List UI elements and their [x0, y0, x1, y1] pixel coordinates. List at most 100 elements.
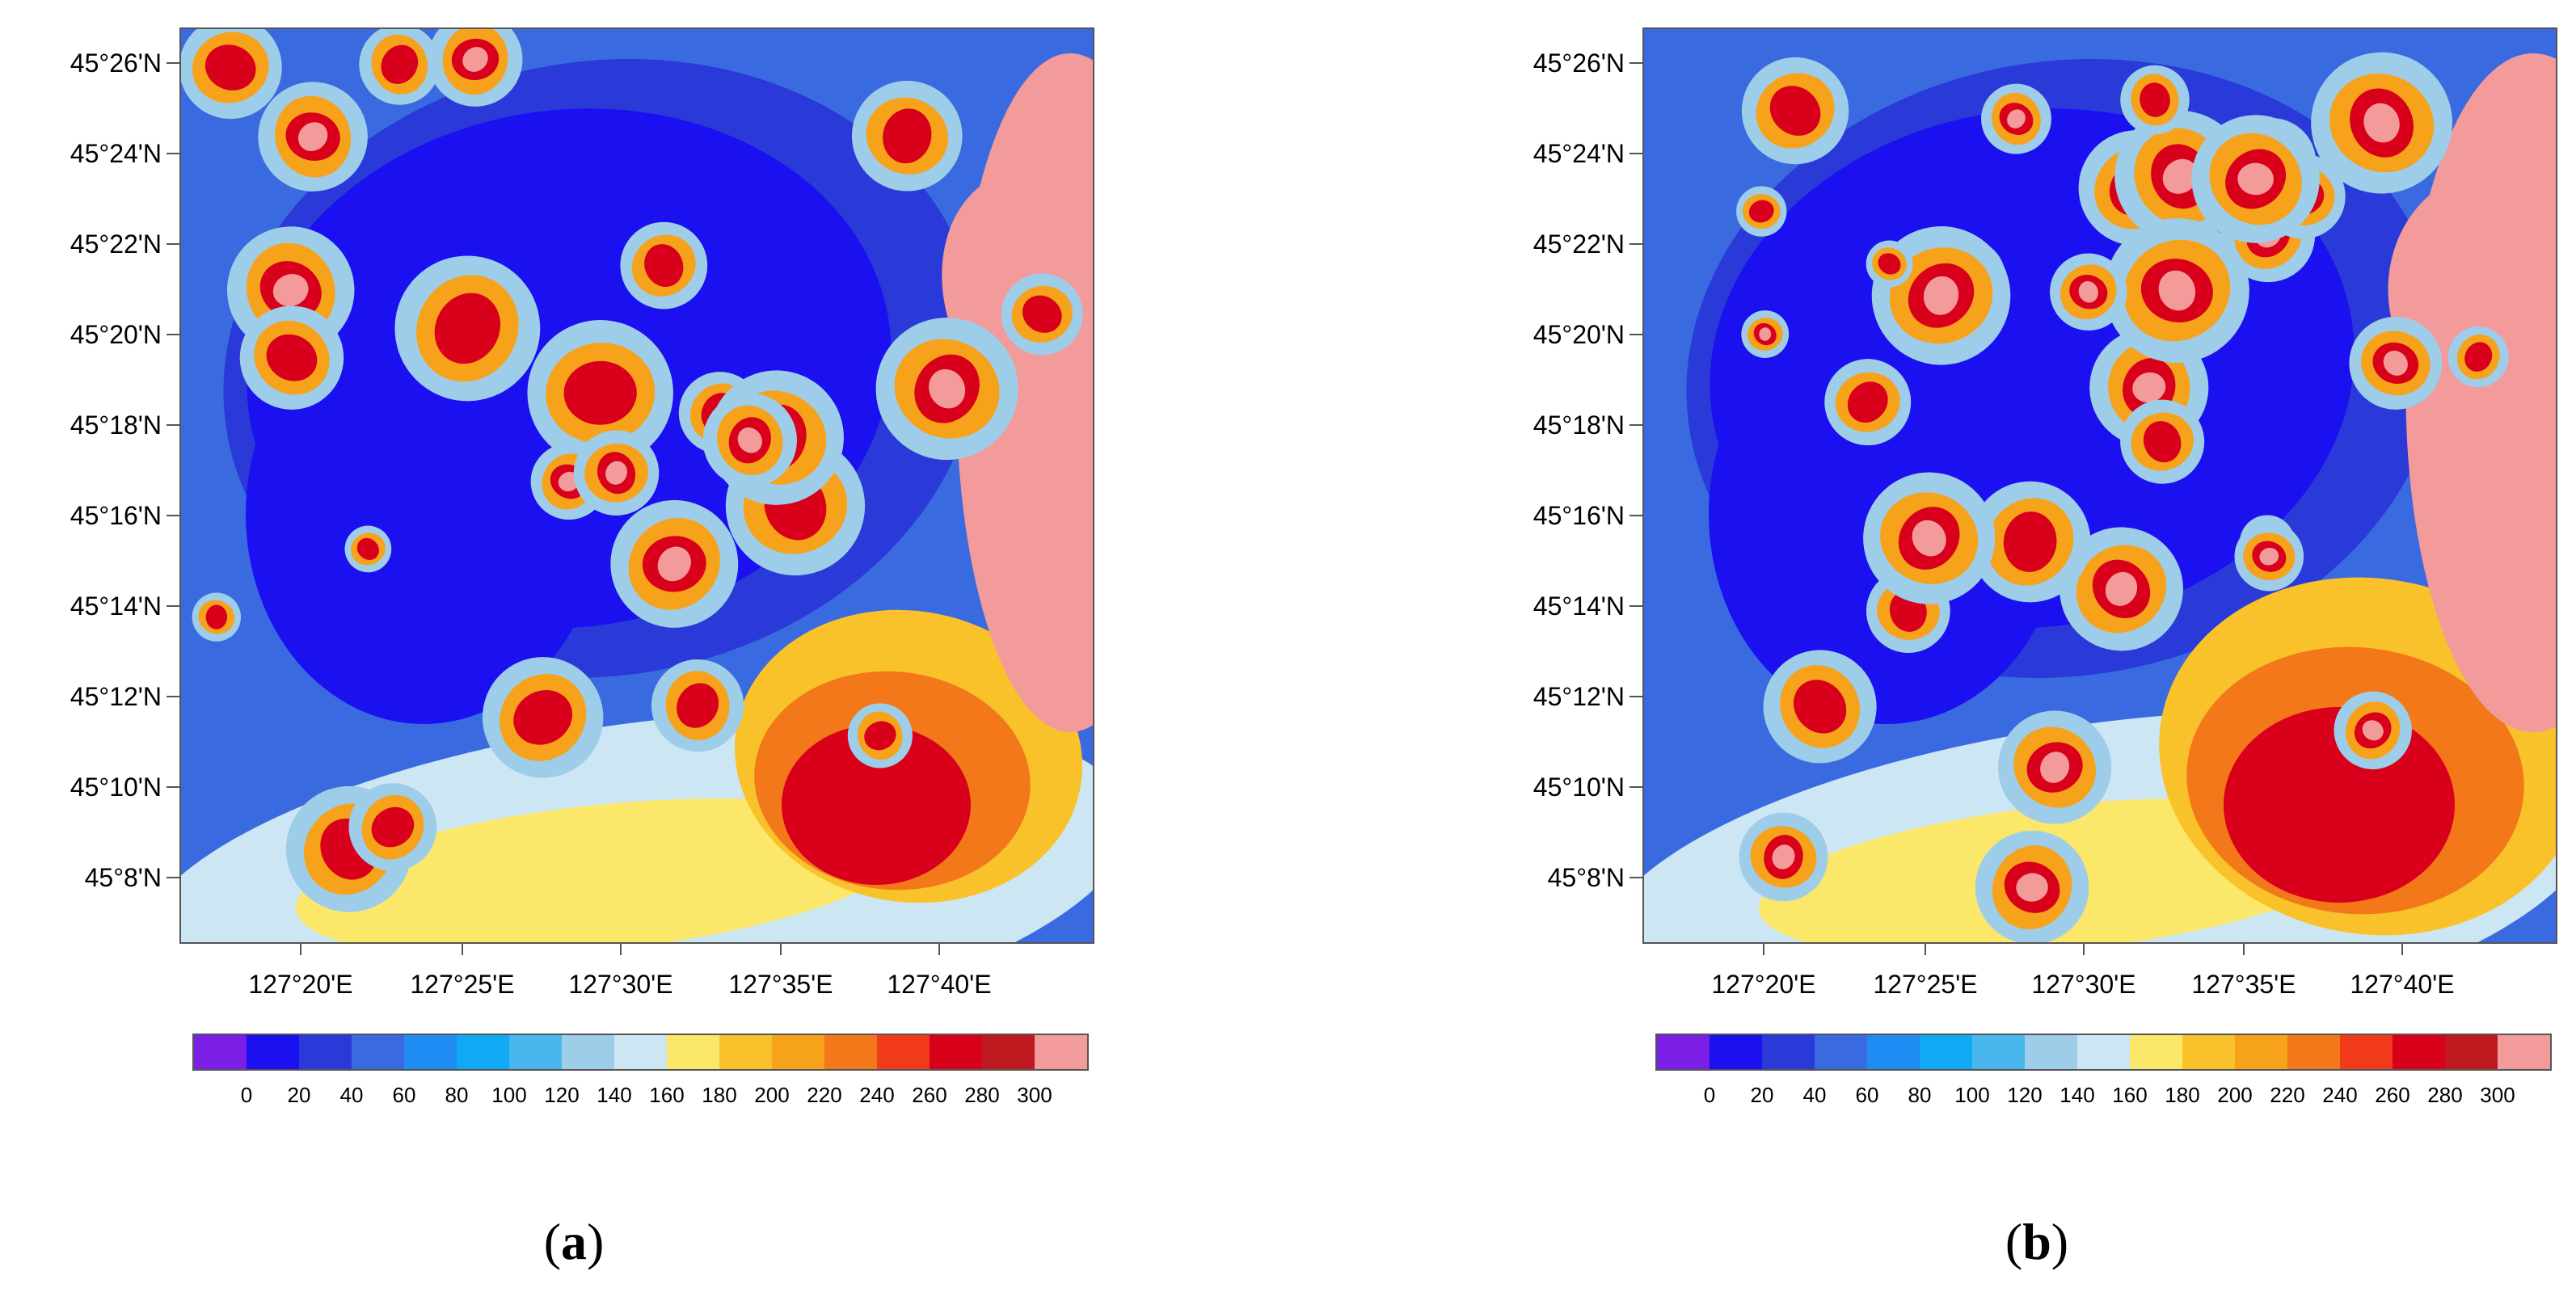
colorbar-swatch	[194, 1035, 247, 1069]
contour-region	[929, 368, 966, 409]
longitude-label: 127°35'E	[728, 970, 833, 999]
contour-region	[644, 244, 684, 288]
contour-region	[2007, 109, 2026, 128]
contour-region	[205, 604, 228, 629]
contour-region	[295, 798, 908, 942]
latitude-tick	[1629, 605, 1642, 607]
contour-region	[1748, 200, 1774, 223]
contour-region	[2158, 270, 2196, 311]
latitude-label: 45°12'N	[70, 682, 162, 711]
colorbar-label: 0	[240, 1083, 253, 1107]
colorbar-swatch	[2287, 1035, 2340, 1069]
latitude-label: 45°18'N	[70, 411, 162, 440]
contour-region	[272, 274, 309, 307]
colorbar	[192, 1034, 1089, 1071]
latitude-tick	[167, 62, 179, 64]
longitude-label: 127°40'E	[887, 970, 992, 999]
colorbar-label: 240	[859, 1083, 895, 1107]
contour-region	[204, 44, 256, 91]
contour-region	[1022, 295, 1062, 333]
latitude-label: 45°12'N	[1533, 682, 1625, 711]
caption-open: (	[543, 1213, 561, 1270]
longitude-label: 127°40'E	[2350, 970, 2455, 999]
colorbar-label: 80	[1908, 1083, 1932, 1107]
latitude-tick	[167, 243, 179, 245]
contour-region	[2105, 571, 2138, 606]
contour-region	[1847, 381, 1888, 423]
colorbar-label: 280	[2427, 1083, 2463, 1107]
latitude-tick	[167, 877, 179, 878]
colorbar-swatch	[2340, 1035, 2393, 1069]
latitude-label: 45°18'N	[1533, 411, 1625, 440]
contour-region	[434, 293, 501, 364]
caption-close: )	[587, 1213, 605, 1270]
colorbar-swatch	[1972, 1035, 2025, 1069]
longitude-label: 127°35'E	[2191, 970, 2296, 999]
contour-region	[1912, 520, 1946, 557]
longitude-tick	[2083, 942, 2085, 955]
contour-region	[2464, 342, 2493, 372]
colorbar-label: 40	[339, 1083, 364, 1107]
colorbar-swatch	[2077, 1035, 2130, 1069]
contour-map	[181, 29, 1093, 942]
contour-region	[563, 360, 637, 425]
contour-region	[2383, 350, 2408, 376]
contour-region	[246, 304, 601, 724]
latitude-tick	[1629, 62, 1642, 64]
colorbar-label: 40	[1802, 1083, 1827, 1107]
colorbar-label: 120	[544, 1083, 580, 1107]
colorbar-swatch	[824, 1035, 877, 1069]
contour-region	[356, 537, 379, 560]
colorbar-label: 240	[2322, 1083, 2358, 1107]
colorbar-swatch	[2130, 1035, 2182, 1069]
colorbar-label: 120	[2007, 1083, 2043, 1107]
longitude-tick	[938, 942, 940, 955]
latitude-tick	[167, 696, 179, 697]
colorbar-label: 140	[2060, 1083, 2095, 1107]
colorbar-label: 160	[2112, 1083, 2148, 1107]
longitude-tick	[780, 942, 782, 955]
contour-region	[2078, 281, 2098, 303]
contour-region	[266, 334, 318, 381]
contour-region	[883, 108, 932, 164]
colorbar-swatch	[2393, 1035, 2445, 1069]
colorbar-swatch	[2445, 1035, 2498, 1069]
panel-a: 45°26'N 45°24'N 45°22'N 45°20'N 45°18'N 45°16…	[0, 0, 1285, 1301]
colorbar-label: 20	[287, 1083, 311, 1107]
map-frame	[179, 27, 1094, 944]
contour-region	[371, 806, 415, 848]
contour-region	[605, 461, 627, 485]
longitude-label: 127°25'E	[1873, 970, 1978, 999]
contour-region	[297, 122, 328, 151]
colorbar-swatch	[562, 1035, 614, 1069]
colorbar-swatch	[877, 1035, 930, 1069]
contour-region	[2162, 158, 2199, 194]
latitude-label: 45°14'N	[1533, 592, 1625, 621]
latitude-tick	[1629, 243, 1642, 245]
colorbar-label: 140	[597, 1083, 632, 1107]
longitude-label: 127°30'E	[568, 970, 673, 999]
longitude-tick	[620, 942, 622, 955]
latitude-tick	[167, 605, 179, 607]
contour-region	[2140, 82, 2170, 117]
latitude-label: 45°16'N	[1533, 501, 1625, 530]
contour-region	[2040, 752, 2070, 783]
colorbar-swatch	[667, 1035, 719, 1069]
longitude-label: 127°25'E	[410, 970, 515, 999]
latitude-tick	[167, 515, 179, 516]
contour-region	[2237, 162, 2274, 196]
colorbar-label: 300	[2480, 1083, 2515, 1107]
contour-region	[2363, 103, 2400, 143]
latitude-label: 45°14'N	[70, 592, 162, 621]
colorbar-label: 180	[2165, 1083, 2200, 1107]
latitude-tick	[167, 153, 179, 154]
panel-b: 45°26'N 45°24'N 45°22'N 45°20'N 45°18'N 45°16…	[1463, 0, 2576, 1301]
contour-region	[513, 690, 573, 745]
contour-region	[782, 725, 971, 885]
colorbar-label: 260	[912, 1083, 947, 1107]
colorbar-swatch	[1657, 1035, 1710, 1069]
colorbar-swatch	[2182, 1035, 2235, 1069]
colorbar-swatch	[457, 1035, 509, 1069]
colorbar-swatch	[509, 1035, 562, 1069]
colorbar-swatch	[1762, 1035, 1815, 1069]
